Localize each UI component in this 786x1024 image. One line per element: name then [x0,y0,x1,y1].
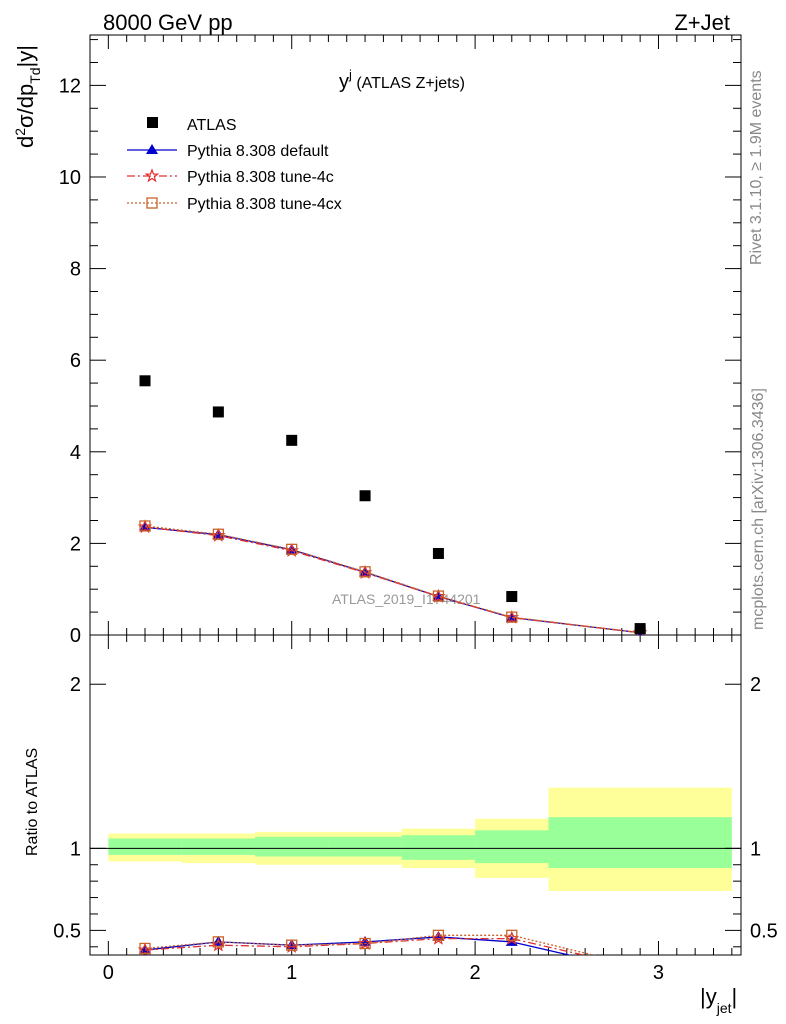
series-1-ratio-point-6 [634,962,645,973]
legend-label-tune4c: Pythia 8.308 tune-4c [187,169,334,186]
band-inner-2 [255,836,329,857]
legend-label-default: Pythia 8.308 default [187,143,329,160]
rivet-label: Rivet 3.1.10, ≥ 1.9M events [748,70,765,265]
y-axis-label-top: d2σ/dpTd|y| [12,45,43,148]
series-2-ratio-point-6 [635,961,645,971]
legend: ATLAS Pythia 8.308 default Pythia 8.308 … [127,117,342,213]
x-tick-label-1: 1 [286,962,297,984]
series-2-ratio-point-2 [286,939,298,951]
series-line-bottom-2 [144,934,596,955]
bottom-panel-frame [89,634,742,956]
header-right: Z+Jet [674,10,730,35]
atlas-point-4 [432,547,444,559]
legend-marker-tune4c [144,168,160,183]
band-inner-3 [328,836,402,857]
plot-title: yj (ATLAS Z+jets) [339,67,465,93]
series-1-top-point-5 [504,609,520,624]
y-tick-label-top-5: 10 [59,167,81,189]
atlas-point-2 [286,434,298,446]
y-tick-label-top-6: 12 [59,75,81,97]
band-inner-5 [475,830,549,864]
series-line-top-1 [144,526,641,634]
header-left: 8000 GeV pp [103,10,233,35]
band-inner-6 [548,817,732,869]
series-line-top-0 [144,526,641,634]
x-tick-label-0: 0 [103,962,114,984]
y-tick-label-top-2: 4 [70,442,81,464]
atlas-point-0 [139,375,151,387]
x-tick-label-2: 2 [470,962,481,984]
y-tick-label-bottom-left-1: 1 [70,838,81,860]
y-tick-label-top-0: 0 [70,625,81,647]
atlas-point-6 [634,623,646,635]
series-bottom-1 [137,930,645,973]
y-axis-label-bottom: Ratio to ATLAS [24,748,41,856]
series-bottom-0 [139,930,646,975]
series-2-top-point-1 [212,528,225,540]
legend-marker-tune4cx [146,197,158,209]
y-tick-label-bottom-right-0: 0.5 [750,920,778,942]
atlas-point-1 [212,406,224,418]
series-bottom-2 [139,929,645,971]
uncertainty-bands [108,787,732,891]
legend-marker-atlas [147,117,158,128]
series-0-ratio-point-6 [634,965,646,975]
series-layer [137,375,648,975]
series-2-top-point-3 [359,566,371,578]
series-1-ratio-point-1 [211,937,226,952]
y-tick-label-top-3: 6 [70,350,81,372]
analysis-watermark: ATLAS_2019_I1744201 [332,591,481,607]
atlas-data [139,375,646,635]
legend-label-tune4cx: Pythia 8.308 tune-4cx [187,196,342,213]
mcplots-label: mcplots.cern.ch [arXiv:1306.3436] [750,388,767,630]
series-2-ratio-point-5 [506,929,518,941]
series-1-top-point-4 [431,588,446,603]
legend-label-atlas: ATLAS [187,117,237,134]
series-2-top-point-0 [139,520,151,532]
series-line-top-2 [144,525,641,634]
atlas-point-5 [506,591,518,603]
y-tick-label-bottom-left-0: 0.5 [53,920,81,942]
band-inner-1 [181,838,256,855]
legend-marker-default [146,144,158,154]
series-2-ratio-point-0 [139,942,151,955]
series-1-ratio-point-4 [431,930,446,945]
y-tick-label-bottom-right-2: 2 [750,674,761,696]
band-inner-4 [401,835,476,860]
y-tick-label-top-4: 8 [70,259,81,281]
x-axis-label: |yjet| [700,984,737,1016]
series-1-ratio-point-3 [357,935,373,950]
series-2-ratio-point-4 [432,929,445,941]
y-tick-label-bottom-left-2: 2 [70,674,81,696]
band-inner-0 [108,838,182,855]
atlas-point-3 [359,490,371,502]
series-1-top-point-0 [137,519,153,534]
series-2-top-point-2 [286,543,298,556]
series-2-top-point-5 [506,611,518,623]
y-tick-label-bottom-right-1: 1 [750,838,761,860]
series-top-1 [137,519,648,635]
series-2-ratio-point-3 [359,937,371,950]
series-2-ratio-point-1 [212,936,225,948]
series-1-ratio-point-2 [284,939,300,953]
y-tick-label-top-1: 2 [70,533,81,555]
x-tick-label-3: 3 [653,962,664,984]
series-2-top-point-4 [432,590,445,602]
